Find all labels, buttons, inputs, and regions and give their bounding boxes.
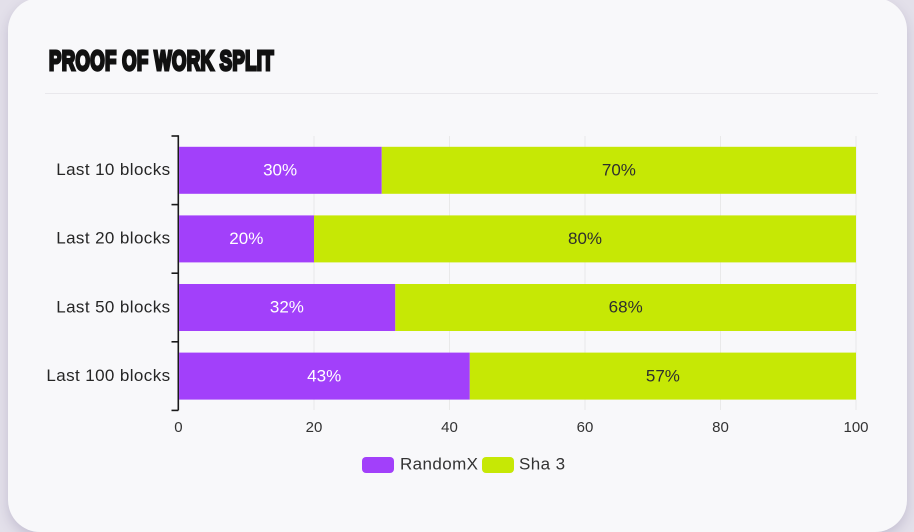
svg-text:43%: 43% (307, 366, 341, 385)
svg-text:Last 100 blocks: Last 100 blocks (46, 366, 170, 385)
svg-text:80: 80 (712, 419, 729, 436)
svg-text:70%: 70% (602, 161, 636, 180)
svg-text:Last 20 blocks: Last 20 blocks (56, 229, 170, 248)
svg-text:20: 20 (306, 419, 323, 436)
svg-text:100: 100 (843, 419, 868, 436)
svg-text:Sha 3: Sha 3 (519, 455, 565, 474)
svg-text:57%: 57% (646, 366, 680, 385)
svg-text:Last 50 blocks: Last 50 blocks (56, 297, 170, 316)
svg-text:40: 40 (441, 419, 458, 436)
svg-text:60: 60 (577, 419, 594, 436)
svg-text:30%: 30% (263, 161, 297, 180)
svg-text:32%: 32% (270, 298, 304, 317)
svg-text:20%: 20% (229, 229, 263, 248)
svg-text:RandomX: RandomX (400, 455, 478, 474)
svg-text:68%: 68% (609, 298, 643, 317)
svg-text:Last 10 blocks: Last 10 blocks (56, 160, 170, 179)
svg-text:0: 0 (174, 419, 182, 436)
svg-text:80%: 80% (568, 229, 602, 248)
